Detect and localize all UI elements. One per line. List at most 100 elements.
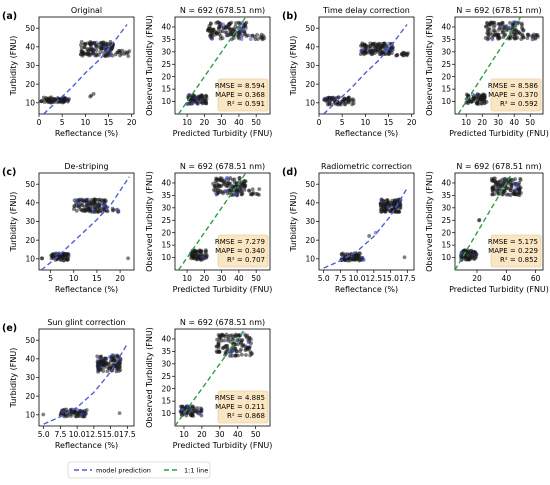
data-point bbox=[188, 412, 193, 417]
data-point bbox=[126, 256, 130, 261]
data-point bbox=[493, 176, 497, 181]
data-point bbox=[248, 353, 253, 358]
data-point bbox=[217, 24, 222, 29]
identity-line bbox=[177, 17, 247, 114]
data-point bbox=[373, 230, 378, 235]
stats-r2: R² = 0.592 bbox=[500, 100, 538, 108]
data-point bbox=[96, 209, 101, 214]
y-tick-label: 20 bbox=[305, 80, 315, 89]
y-tick-label: 10 bbox=[25, 410, 35, 419]
data-point bbox=[228, 27, 232, 32]
data-point bbox=[76, 201, 81, 206]
y-tick-label: 40 bbox=[305, 42, 315, 51]
data-point bbox=[239, 352, 244, 357]
y-tick-label: 10 bbox=[305, 98, 315, 107]
data-point bbox=[474, 252, 479, 257]
x-axis-label: Reflectance (%) bbox=[335, 285, 398, 294]
chart-title: N = 692 (678.51 nm) bbox=[456, 6, 541, 15]
y-tick-label: 40 bbox=[161, 335, 171, 344]
data-point bbox=[497, 187, 501, 192]
y-tick-label: 30 bbox=[161, 359, 171, 368]
data-point bbox=[206, 28, 210, 33]
y-tick-label: 30 bbox=[161, 203, 171, 212]
chart-panel-2: 10 20 30 40 50 10 15 20 25 30 35 40 Predicted Turbid… bbox=[145, 6, 272, 138]
y-axis-label: Turbidity (FNU) bbox=[289, 192, 298, 253]
chart-title: N = 692 (678.51 nm) bbox=[180, 6, 265, 15]
data-point bbox=[98, 50, 103, 55]
data-point bbox=[354, 256, 358, 261]
y-tick-label: 20 bbox=[161, 384, 171, 393]
data-point bbox=[180, 407, 185, 412]
data-point bbox=[223, 180, 228, 185]
data-point bbox=[483, 100, 487, 105]
data-point bbox=[195, 406, 199, 410]
data-point bbox=[343, 252, 348, 257]
data-point bbox=[492, 28, 497, 33]
data-point bbox=[469, 99, 474, 104]
y-tick-label: 20 bbox=[25, 80, 35, 89]
stats-rmse: RMSE = 8.586 bbox=[488, 82, 539, 90]
data-point bbox=[200, 93, 205, 98]
x-axis-label: Predicted Turbidity (FNU) bbox=[449, 285, 549, 294]
y-tick-label: 35 bbox=[161, 191, 171, 200]
data-point bbox=[236, 333, 241, 338]
data-point bbox=[246, 345, 251, 350]
data-point bbox=[243, 344, 248, 349]
data-point bbox=[96, 369, 100, 374]
panel-label: (c) bbox=[2, 167, 16, 178]
y-tick-label: 40 bbox=[161, 179, 171, 188]
data-point bbox=[521, 28, 526, 33]
x-tick-label: 20 bbox=[115, 274, 125, 283]
data-point bbox=[218, 21, 223, 26]
x-tick-label: 0 bbox=[37, 118, 42, 127]
data-point bbox=[220, 346, 225, 351]
data-point bbox=[475, 92, 480, 97]
x-tick-label: 40 bbox=[502, 274, 512, 283]
data-point bbox=[180, 413, 185, 417]
y-tick-label: 25 bbox=[161, 216, 171, 225]
data-point bbox=[225, 347, 229, 352]
data-point bbox=[232, 177, 237, 182]
data-point bbox=[98, 359, 102, 364]
model-curve bbox=[40, 176, 130, 270]
data-point bbox=[386, 205, 391, 210]
panel-label: (e) bbox=[2, 323, 17, 334]
y-tick-label: 20 bbox=[161, 72, 171, 81]
stats-box bbox=[217, 78, 269, 112]
data-point bbox=[105, 209, 110, 214]
data-point bbox=[198, 249, 203, 254]
y-tick-label: 40 bbox=[161, 23, 171, 32]
y-tick-label: 50 bbox=[25, 180, 35, 189]
data-point bbox=[221, 333, 226, 338]
data-point bbox=[486, 36, 491, 41]
data-point bbox=[190, 101, 195, 106]
data-point bbox=[515, 187, 520, 192]
x-tick-label: 12.5 bbox=[86, 430, 103, 439]
identity-line bbox=[175, 329, 246, 426]
chart-panel-1: 0 5 10 15 20 10 20 30 40 50 Reflectance (%) Turbidi… bbox=[2, 6, 137, 138]
data-point bbox=[231, 334, 236, 339]
data-point bbox=[204, 93, 208, 98]
y-tick-label: 20 bbox=[441, 72, 451, 81]
data-point bbox=[226, 336, 231, 341]
data-point bbox=[483, 24, 488, 29]
data-point bbox=[180, 404, 185, 409]
x-tick-label: 15 bbox=[92, 274, 102, 283]
data-point bbox=[114, 353, 119, 358]
panel-label: (a) bbox=[2, 11, 17, 22]
x-tick-label: 50 bbox=[525, 118, 535, 127]
stats-mape: MAPE = 0.368 bbox=[215, 91, 265, 99]
data-point bbox=[66, 251, 71, 256]
data-point bbox=[215, 30, 220, 35]
data-point bbox=[99, 45, 104, 50]
data-point bbox=[231, 36, 236, 40]
data-point bbox=[231, 337, 236, 342]
x-tick-label: 40 bbox=[234, 274, 244, 283]
x-tick-label: 10 bbox=[69, 274, 79, 283]
data-point bbox=[229, 32, 234, 37]
data-point bbox=[391, 200, 396, 205]
data-point bbox=[117, 369, 121, 373]
stats-box bbox=[490, 78, 542, 112]
x-tick-label: 20 bbox=[477, 118, 487, 127]
